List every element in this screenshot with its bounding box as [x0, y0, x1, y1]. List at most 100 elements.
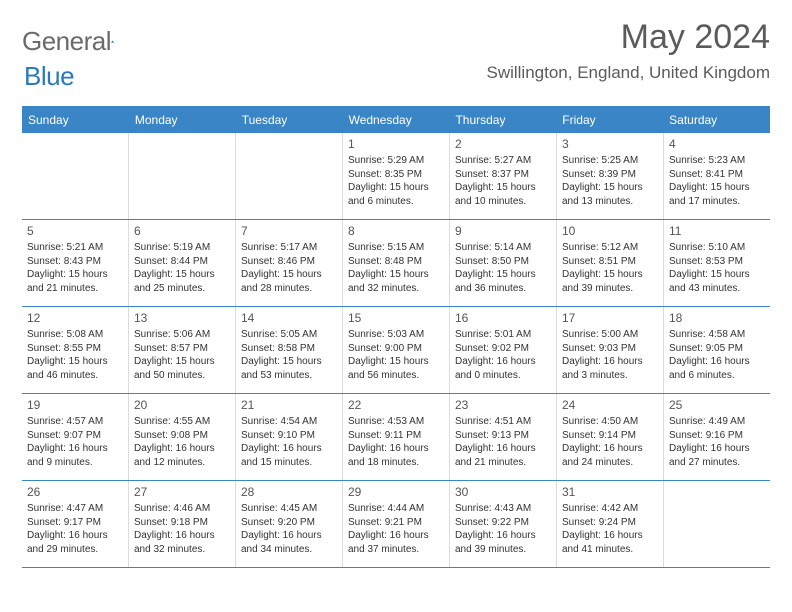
sunrise-line: Sunrise: 4:54 AM [241, 415, 337, 429]
sunrise-line: Sunrise: 5:08 AM [27, 328, 123, 342]
sunset-line: Sunset: 8:39 PM [562, 168, 658, 182]
day-cell: 18Sunrise: 4:58 AMSunset: 9:05 PMDayligh… [664, 307, 770, 393]
sunrise-line: Sunrise: 5:00 AM [562, 328, 658, 342]
sunset-line: Sunset: 8:41 PM [669, 168, 765, 182]
day-cell: 19Sunrise: 4:57 AMSunset: 9:07 PMDayligh… [22, 394, 129, 480]
sunrise-line: Sunrise: 4:42 AM [562, 502, 658, 516]
sunrise-line: Sunrise: 4:43 AM [455, 502, 551, 516]
day-number: 10 [562, 223, 658, 239]
day-cell: 6Sunrise: 5:19 AMSunset: 8:44 PMDaylight… [129, 220, 236, 306]
daylight-line: Daylight: 15 hours and 25 minutes. [134, 268, 230, 295]
daylight-line: Daylight: 16 hours and 29 minutes. [27, 529, 123, 556]
day-cell: 5Sunrise: 5:21 AMSunset: 8:43 PMDaylight… [22, 220, 129, 306]
daylight-line: Daylight: 16 hours and 39 minutes. [455, 529, 551, 556]
sunrise-line: Sunrise: 5:23 AM [669, 154, 765, 168]
day-cell: 26 Sunrise: 4:47 AMSunset: 9:17 PMDayligh… [22, 481, 129, 567]
daylight-line: Daylight: 15 hours and 53 minutes. [241, 355, 337, 382]
day-number: 29 [348, 484, 444, 500]
week-row: 1 Sunrise: 5:29 AMSunset: 8:35 PMDaylight… [22, 133, 770, 220]
daylight-line: Daylight: 16 hours and 37 minutes. [348, 529, 444, 556]
sunset-line: Sunset: 9:14 PM [562, 429, 658, 443]
day-header-row: SundayMondayTuesdayWednesdayThursdayFrid… [22, 108, 770, 133]
sunrise-line: Sunrise: 4:47 AM [27, 502, 123, 516]
day-number: 31 [562, 484, 658, 500]
sunrise-line: Sunrise: 4:57 AM [27, 415, 123, 429]
day-cell: 30Sunrise: 4:43 AMSunset: 9:22 PMDayligh… [450, 481, 557, 567]
sunset-line: Sunset: 9:18 PM [134, 516, 230, 530]
daylight-line: Daylight: 15 hours and 32 minutes. [348, 268, 444, 295]
day-cell: 22Sunrise: 4:53 AMSunset: 9:11 PMDayligh… [343, 394, 450, 480]
day-number: 28 [241, 484, 337, 500]
day-cell: 23Sunrise: 4:51 AMSunset: 9:13 PMDayligh… [450, 394, 557, 480]
sunrise-line: Sunrise: 4:51 AM [455, 415, 551, 429]
sunrise-line: Sunrise: 5:10 AM [669, 241, 765, 255]
day-cell [129, 133, 236, 219]
day-number: 15 [348, 310, 444, 326]
daylight-line: Daylight: 16 hours and 0 minutes. [455, 355, 551, 382]
day-cell: 31Sunrise: 4:42 AMSunset: 9:24 PMDayligh… [557, 481, 664, 567]
sunset-line: Sunset: 8:53 PM [669, 255, 765, 269]
sunset-line: Sunset: 9:02 PM [455, 342, 551, 356]
daylight-line: Daylight: 16 hours and 3 minutes. [562, 355, 658, 382]
day-number: 4 [669, 136, 765, 152]
daylight-line: Daylight: 15 hours and 21 minutes. [27, 268, 123, 295]
sunset-line: Sunset: 9:13 PM [455, 429, 551, 443]
sunset-line: Sunset: 9:08 PM [134, 429, 230, 443]
sunrise-line: Sunrise: 5:12 AM [562, 241, 658, 255]
daylight-line: Daylight: 15 hours and 50 minutes. [134, 355, 230, 382]
sunset-line: Sunset: 9:17 PM [27, 516, 123, 530]
day-cell: 28Sunrise: 4:45 AMSunset: 9:20 PMDayligh… [236, 481, 343, 567]
sunset-line: Sunset: 8:44 PM [134, 255, 230, 269]
sunrise-line: Sunrise: 4:55 AM [134, 415, 230, 429]
sunrise-line: Sunrise: 5:29 AM [348, 154, 444, 168]
day-number: 18 [669, 310, 765, 326]
day-number: 26 [27, 484, 123, 500]
sunset-line: Sunset: 9:00 PM [348, 342, 444, 356]
day-cell: 9Sunrise: 5:14 AMSunset: 8:50 PMDaylight… [450, 220, 557, 306]
day-number: 27 [134, 484, 230, 500]
day-cell [236, 133, 343, 219]
logo-text-a: General [22, 26, 111, 57]
daylight-line: Daylight: 15 hours and 6 minutes. [348, 181, 444, 208]
daylight-line: Daylight: 16 hours and 18 minutes. [348, 442, 444, 469]
sunset-line: Sunset: 9:11 PM [348, 429, 444, 443]
day-number: 7 [241, 223, 337, 239]
day-number: 19 [27, 397, 123, 413]
day-cell: 17Sunrise: 5:00 AMSunset: 9:03 PMDayligh… [557, 307, 664, 393]
day-number: 3 [562, 136, 658, 152]
daylight-line: Daylight: 16 hours and 6 minutes. [669, 355, 765, 382]
day-cell: 11Sunrise: 5:10 AMSunset: 8:53 PMDayligh… [664, 220, 770, 306]
sunset-line: Sunset: 9:10 PM [241, 429, 337, 443]
sunrise-line: Sunrise: 5:03 AM [348, 328, 444, 342]
sunset-line: Sunset: 9:24 PM [562, 516, 658, 530]
daylight-line: Daylight: 16 hours and 9 minutes. [27, 442, 123, 469]
week-row: 12Sunrise: 5:08 AMSunset: 8:55 PMDayligh… [22, 307, 770, 394]
sunset-line: Sunset: 8:43 PM [27, 255, 123, 269]
day-number: 1 [348, 136, 444, 152]
day-number: 14 [241, 310, 337, 326]
sunrise-line: Sunrise: 5:06 AM [134, 328, 230, 342]
day-number: 12 [27, 310, 123, 326]
sunset-line: Sunset: 8:48 PM [348, 255, 444, 269]
daylight-line: Daylight: 15 hours and 28 minutes. [241, 268, 337, 295]
sunrise-line: Sunrise: 4:58 AM [669, 328, 765, 342]
day-cell: 7Sunrise: 5:17 AMSunset: 8:46 PMDaylight… [236, 220, 343, 306]
daylight-line: Daylight: 15 hours and 46 minutes. [27, 355, 123, 382]
logo-icon [111, 30, 115, 48]
daylight-line: Daylight: 15 hours and 43 minutes. [669, 268, 765, 295]
day-cell: 14Sunrise: 5:05 AMSunset: 8:58 PMDayligh… [236, 307, 343, 393]
day-cell: 21Sunrise: 4:54 AMSunset: 9:10 PMDayligh… [236, 394, 343, 480]
sunset-line: Sunset: 8:55 PM [27, 342, 123, 356]
logo: General [22, 18, 135, 57]
daylight-line: Daylight: 16 hours and 34 minutes. [241, 529, 337, 556]
sunrise-line: Sunrise: 5:21 AM [27, 241, 123, 255]
day-number: 8 [348, 223, 444, 239]
sunset-line: Sunset: 8:35 PM [348, 168, 444, 182]
sunrise-line: Sunrise: 5:14 AM [455, 241, 551, 255]
day-header: Tuesday [236, 108, 343, 133]
sunset-line: Sunset: 8:50 PM [455, 255, 551, 269]
sunset-line: Sunset: 9:22 PM [455, 516, 551, 530]
week-row: 26Sunrise: 4:47 AMSunset: 9:17 PMDayligh… [22, 481, 770, 568]
week-row: 5Sunrise: 5:21 AMSunset: 8:43 PMDaylight… [22, 220, 770, 307]
day-number: 20 [134, 397, 230, 413]
